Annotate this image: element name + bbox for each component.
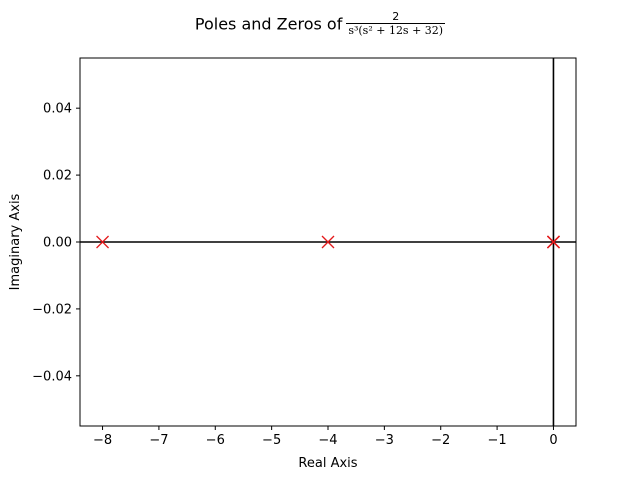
x-tick-label: −7 (149, 433, 168, 448)
y-tick-label: 0.02 (43, 169, 72, 184)
x-tick-label: −5 (262, 433, 281, 448)
x-tick-label: −8 (93, 433, 112, 448)
pole-marker (321, 235, 335, 249)
chart-title-text: Poles and Zeros of (194, 14, 343, 34)
y-axis-label: Imaginary Axis (8, 193, 23, 290)
y-tick-label: 0.00 (43, 236, 72, 251)
pole-marker (546, 235, 560, 249)
y-tick-label: −0.04 (32, 369, 72, 384)
x-tick-label: −6 (206, 433, 225, 448)
y-tick-label: −0.02 (32, 302, 72, 317)
x-axis-label: Real Axis (298, 456, 357, 471)
transfer-function-fraction: 2 s³(s² + 12s + 32) (346, 10, 446, 38)
pole-marker-stroke (96, 235, 110, 249)
x-tick-label: 0 (549, 433, 557, 448)
transfer-function-numerator: 2 (346, 10, 446, 24)
pole-marker (96, 235, 110, 249)
pole-marker-stroke (546, 235, 560, 249)
chart-title: Poles and Zeros of 2 s³(s² + 12s + 32) (0, 10, 640, 38)
pole-marker-stroke (321, 235, 335, 249)
y-tick-label: 0.04 (43, 102, 72, 117)
x-tick-label: −2 (431, 433, 450, 448)
transfer-function-denominator: s³(s² + 12s + 32) (348, 24, 444, 37)
x-tick-label: −1 (488, 433, 507, 448)
x-tick-label: −4 (318, 433, 337, 448)
x-tick-label: −3 (375, 433, 394, 448)
